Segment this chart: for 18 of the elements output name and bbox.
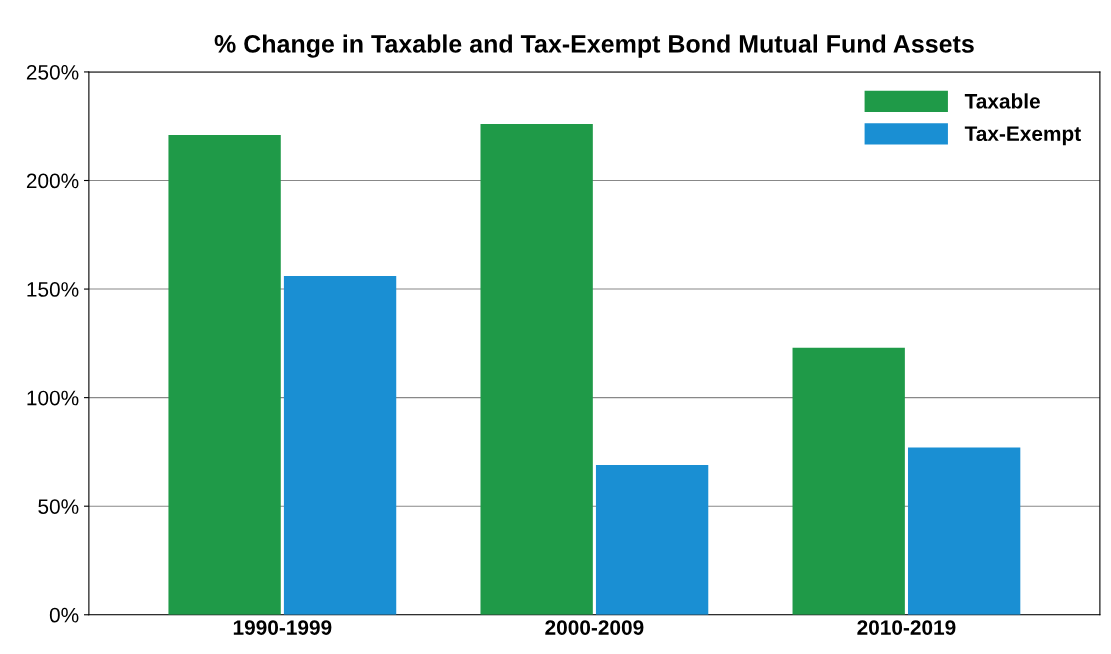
y-tick-label: 150% [27,282,79,297]
y-tick-label: 250% [26,64,79,80]
bar [595,464,709,615]
x-tick-label: 2000-2009 [545,620,644,635]
bar [168,134,281,615]
x-tick-label: 2010-2019 [857,620,956,635]
y-tick-label: 50% [38,499,79,514]
bar [283,276,397,615]
bar [792,347,905,615]
legend-label: Taxable [964,93,1040,109]
y-tick-label: 200% [26,173,79,189]
x-tick-label: 1990-1999 [233,620,332,635]
y-tick-label: 100% [27,390,79,406]
bar [907,447,1021,615]
y-tick-label: 0% [49,607,79,623]
bar [480,124,593,615]
chart-title: % Change in Taxable and Tax-Exempt Bond Mutual Fund Assets [214,34,974,58]
legend-label: Tax-Exempt [964,126,1081,146]
